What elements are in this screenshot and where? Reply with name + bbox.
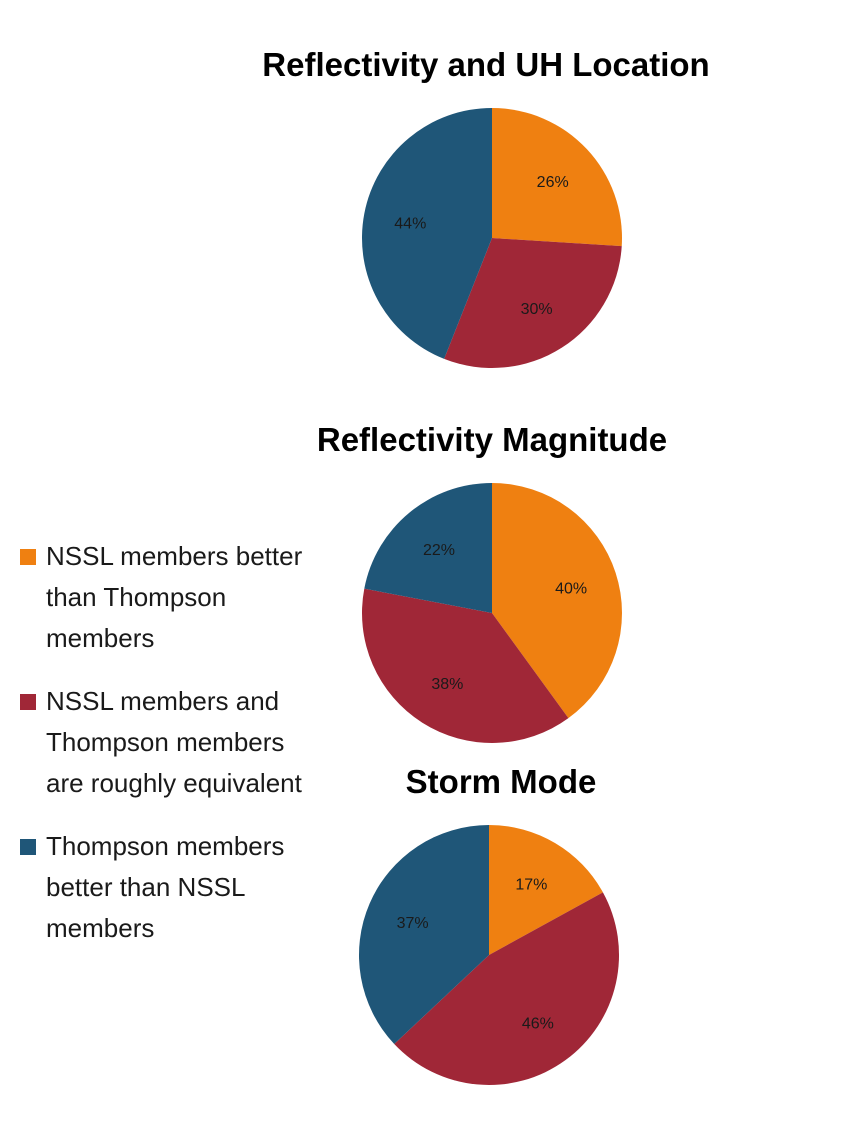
pie-slice-label-thompson-better: 37%: [397, 915, 429, 932]
pie-slice-equivalent: [394, 892, 620, 1086]
legend-label: NSSL members and Thompson members are ro…: [46, 686, 302, 798]
pie-slice-label-nssl-better: 26%: [537, 174, 569, 191]
chart-title-reflectivity-magnitude: Reflectivity Magnitude: [317, 421, 667, 458]
pie-slice-label-nssl-better: 17%: [515, 876, 547, 893]
legend: NSSL members better than Thompson member…: [20, 536, 320, 971]
legend-label: Thompson members better than NSSL member…: [46, 831, 285, 943]
legend-swatch-red: [20, 694, 36, 710]
pie-slice-equivalent: [361, 588, 569, 743]
pie-slice-label-thompson-better: 44%: [394, 215, 426, 232]
pie-slice-label-equivalent: 38%: [431, 676, 463, 693]
legend-swatch-orange: [20, 549, 36, 565]
pie-slice-nssl-better: [489, 825, 603, 955]
pie-slice-nssl-better: [492, 483, 622, 719]
legend-item-equivalent: NSSL members and Thompson members are ro…: [20, 681, 320, 804]
legend-swatch-blue: [20, 839, 36, 855]
pie-slice-thompson-better: [361, 108, 492, 359]
legend-label: NSSL members better than Thompson member…: [46, 541, 303, 653]
pie-storm-mode: 17% 46% 37%: [358, 824, 620, 1086]
pie-reflectivity-uh-location: 26% 30% 44%: [361, 108, 622, 368]
legend-item-thompson-better: Thompson members better than NSSL member…: [20, 826, 320, 949]
chart-title-reflectivity-uh-location: Reflectivity and UH Location: [262, 46, 709, 83]
pie-slice-equivalent: [444, 238, 622, 368]
pie-slice-thompson-better: [364, 483, 492, 613]
chart-title-storm-mode: Storm Mode: [406, 763, 597, 800]
pie-slice-label-nssl-better: 40%: [555, 580, 587, 597]
legend-item-nssl-better: NSSL members better than Thompson member…: [20, 536, 320, 659]
pie-reflectivity-magnitude: 40% 38% 22%: [361, 483, 622, 743]
pie-slice-label-equivalent: 46%: [522, 1015, 554, 1032]
pie-slice-thompson-better: [358, 824, 489, 1044]
pie-slice-nssl-better: [492, 108, 622, 247]
pie-slice-label-thompson-better: 22%: [423, 542, 455, 559]
pie-slice-label-equivalent: 30%: [521, 301, 553, 318]
